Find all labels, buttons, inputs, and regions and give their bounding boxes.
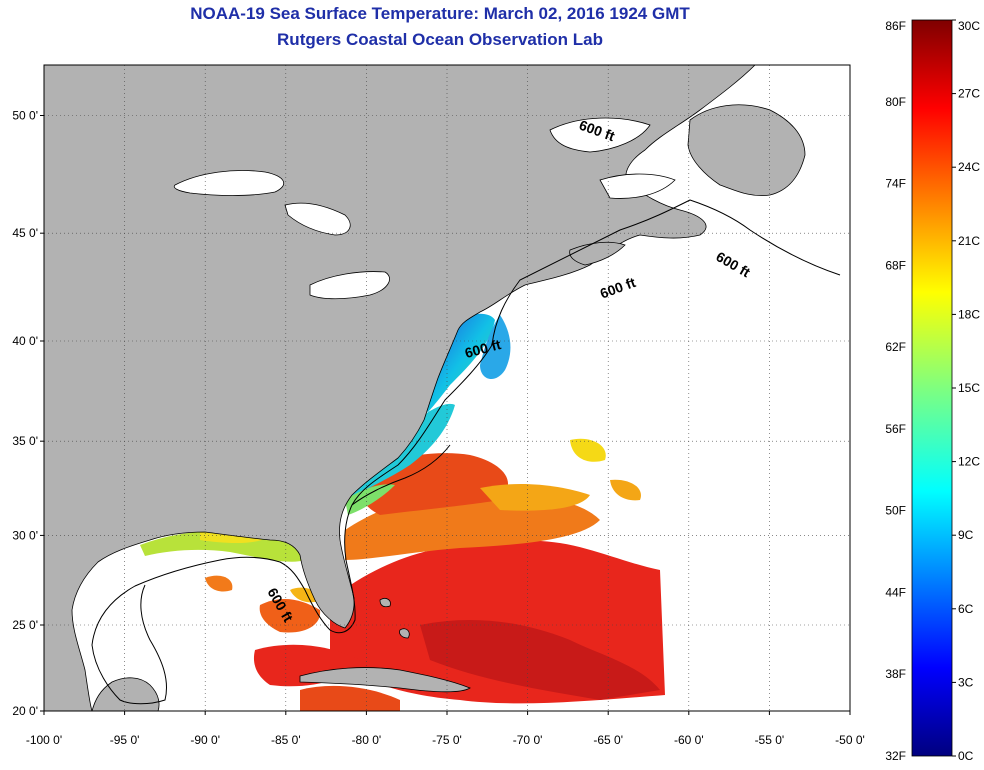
map-title: NOAA-19 Sea Surface Temperature: March 0… [190,4,690,23]
newfoundland [687,104,806,197]
colorbar-f-label: 56F [885,422,906,436]
colorbar-f-label: 32F [885,749,906,763]
colorbar-c-label: 30C [958,19,980,33]
lat-tick-label: 20 0' [12,704,38,718]
cuba [299,667,471,693]
lon-tick-label: -50 0' [835,733,865,747]
great-lakes [173,117,676,300]
lon-tick-label: -75 0' [432,733,462,747]
colorbar-c-label: 21C [958,234,980,248]
colorbar-c-label: 12C [958,455,980,469]
lon-tick-label: -55 0' [755,733,785,747]
sst-warm-patches [205,438,665,711]
colorbar-c-label: 9C [958,528,974,542]
longitude-axis: -100 0' -95 0' -90 0' -85 0' -80 0' -75 0' -70… [26,711,865,747]
colorbar-f-label: 86F [885,19,906,33]
lon-tick-label: -95 0' [110,733,140,747]
colorbar-f-label: 74F [885,177,906,191]
lat-tick-label: 40 0' [12,334,38,348]
land-masses [44,65,806,711]
colorbar-celsius-labels: 30C 27C 24C 21C 18C 15C 12C 9C 6C 3C 0C [952,19,980,763]
colorbar-f-label: 38F [885,667,906,681]
colorbar-c-label: 18C [958,307,980,321]
lat-tick-label: 30 0' [12,528,38,542]
bahamas [379,598,410,639]
colorbar-f-label: 68F [885,258,906,272]
lon-tick-label: -90 0' [190,733,220,747]
colorbar-f-label: 80F [885,95,906,109]
lon-tick-label: -80 0' [352,733,382,747]
lat-tick-label: 35 0' [12,434,38,448]
map-subtitle: Rutgers Coastal Ocean Observation Lab [277,30,603,49]
lat-tick-label: 45 0' [12,226,38,240]
colorbar-gradient [911,19,953,757]
colorbar-c-label: 0C [958,749,974,763]
colorbar-f-label: 62F [885,340,906,354]
lat-tick-label: 50 0' [12,108,38,122]
colorbar-c-label: 24C [958,160,980,174]
colorbar-fahrenheit-labels: 86F 80F 74F 68F 62F 56F 50F 44F 38F 32F [885,19,906,763]
north-america-land [44,65,756,711]
lon-tick-label: -85 0' [271,733,301,747]
lon-tick-label: -60 0' [674,733,704,747]
latitude-axis: 50 0' 45 0' 40 0' 35 0' 30 0' 25 0' 20 0' [12,108,44,718]
lon-tick-label: -70 0' [513,733,543,747]
colorbar-f-label: 50F [885,504,906,518]
colorbar: 86F 80F 74F 68F 62F 56F 50F 44F 38F 32F 30C 27C 24C… [885,19,980,763]
lon-tick-label: -65 0' [593,733,623,747]
colorbar-c-label: 3C [958,675,974,689]
colorbar-c-label: 15C [958,381,980,395]
colorbar-c-label: 27C [958,87,980,101]
bathymetry-contour [91,199,841,705]
lon-tick-label: -100 0' [26,733,62,747]
colorbar-c-label: 6C [958,602,974,616]
lat-tick-label: 25 0' [12,618,38,632]
colorbar-f-label: 44F [885,585,906,599]
